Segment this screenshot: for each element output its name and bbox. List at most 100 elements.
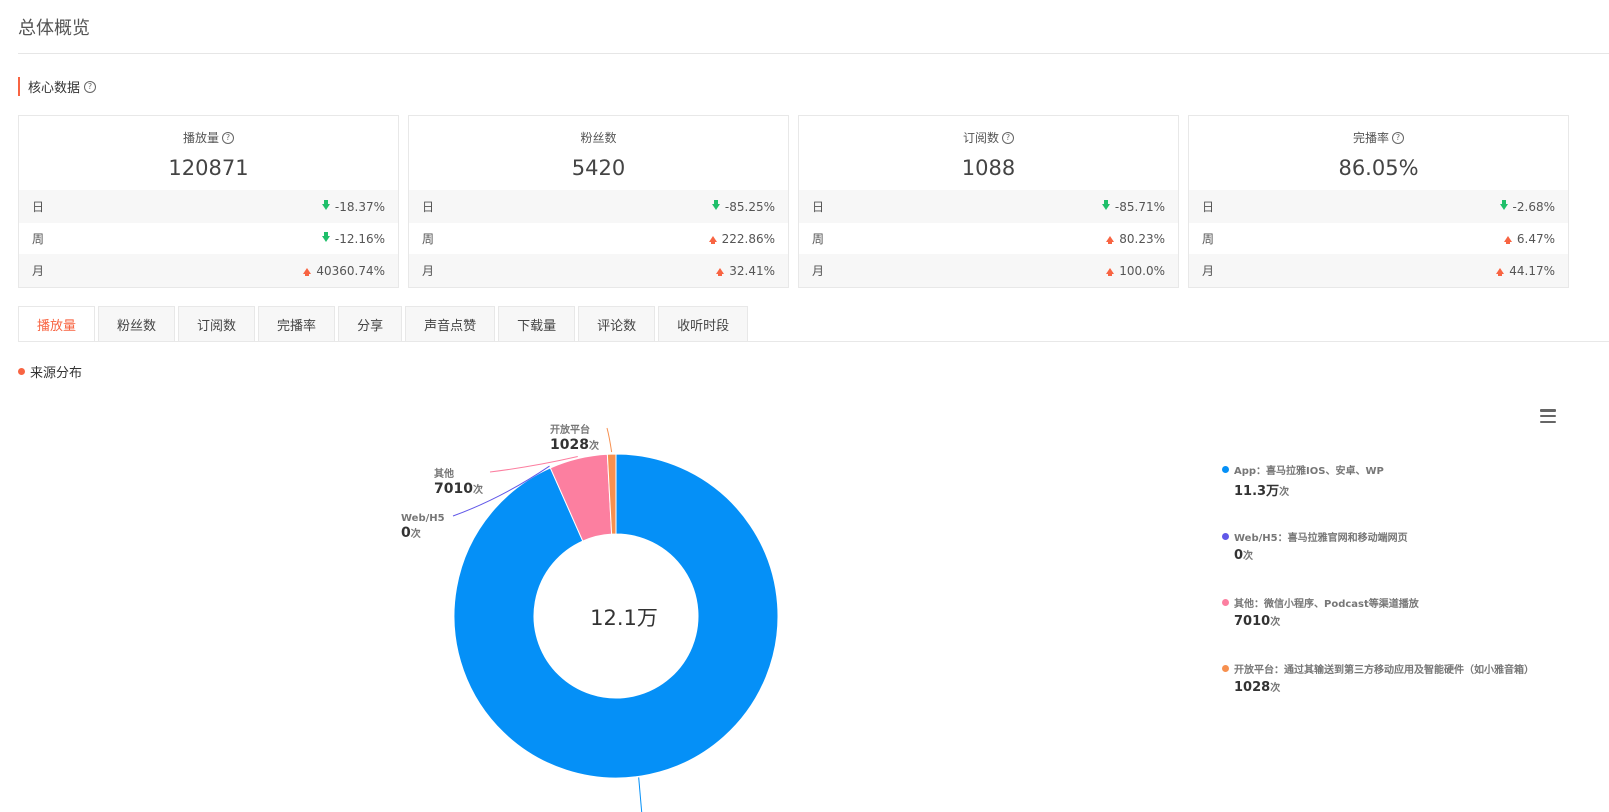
legend-value: 0次: [1234, 547, 1602, 563]
metric-period-row: 日 -85.71%: [799, 190, 1178, 223]
period-change-value: -18.37%: [334, 199, 385, 214]
label-leader-line: [638, 777, 643, 812]
period-change: -85.71%: [1101, 199, 1165, 214]
period-change-value: 6.47%: [1516, 231, 1555, 246]
legend-dot-icon: [1222, 466, 1229, 473]
legend-item[interactable]: 其他：微信小程序、Podcast等渠道播放 7010次: [1222, 595, 1602, 629]
metric-card-title: 粉丝数: [409, 129, 788, 146]
core-data-heading: 核心数据 ?: [18, 77, 97, 96]
period-change: 222.86%: [708, 231, 775, 246]
period-change: -2.68%: [1499, 199, 1555, 214]
metric-card-title-text: 播放量: [182, 131, 219, 145]
period-change: 80.23%: [1106, 232, 1165, 246]
donut-slice[interactable]: [453, 453, 779, 779]
metric-card-value: 5420: [571, 156, 626, 180]
arrow-down-icon: [321, 199, 330, 210]
metric-tab[interactable]: 分享: [338, 306, 403, 342]
period-label: 日: [32, 200, 45, 214]
arrow-down-icon: [321, 231, 330, 242]
metric-card-title-text: 粉丝数: [580, 131, 617, 145]
metric-card-title: 订阅数?: [799, 129, 1178, 146]
legend-value-unit: 次: [1270, 617, 1281, 628]
source-heading: 来源分布: [18, 362, 82, 381]
legend-value-number: 1028: [1234, 680, 1271, 695]
source-title: 来源分布: [30, 366, 83, 381]
period-change-value: 32.41%: [729, 263, 775, 278]
legend-text: 其他：微信小程序、Podcast等渠道播放: [1234, 599, 1419, 610]
donut-slice[interactable]: [606, 453, 617, 535]
question-circle-icon[interactable]: ?: [84, 80, 97, 93]
metric-period-row: 周 222.86%: [409, 222, 788, 255]
legend-label: 其他：微信小程序、Podcast等渠道播放: [1222, 595, 1602, 610]
legend-item[interactable]: 开放平台：通过其输送到第三方移动应用及智能硬件（如小雅音箱） 1028次: [1222, 661, 1602, 695]
hamburger-menu-icon[interactable]: [1540, 409, 1556, 423]
period-change-value: -85.71%: [1114, 199, 1165, 214]
question-circle-icon[interactable]: ?: [1002, 131, 1014, 144]
period-change: -85.25%: [711, 199, 775, 214]
period-change-value: -2.68%: [1512, 199, 1555, 214]
metric-tab[interactable]: 声音点赞: [405, 306, 496, 342]
period-label: 日: [422, 200, 435, 214]
period-change-value: -12.16%: [334, 231, 385, 246]
arrow-up-icon: [1496, 267, 1505, 276]
arrow-up-icon: [716, 267, 725, 276]
legend-value-unit: 次: [1270, 683, 1281, 694]
legend-value-unit: 次: [1243, 551, 1254, 562]
label-leader-line: [489, 456, 578, 473]
metric-tab[interactable]: 完播率: [258, 306, 336, 342]
period-label: 周: [422, 232, 435, 246]
legend-item[interactable]: Web/H5：喜马拉雅官网和移动端网页 0次: [1222, 529, 1602, 563]
metric-period-row: 日 -85.25%: [409, 190, 788, 223]
question-circle-icon[interactable]: ?: [222, 131, 234, 144]
legend-value-number: 11.3万: [1234, 484, 1280, 499]
arrow-down-icon: [711, 199, 720, 210]
tabs-divider: [18, 341, 1609, 342]
metric-card: 粉丝数 5420 日 -85.25% 周 222.86% 月 32.41%: [408, 115, 789, 288]
metric-tab[interactable]: 收听时段: [658, 306, 749, 342]
period-label: 月: [422, 264, 435, 278]
legend-item[interactable]: App：喜马拉雅IOS、安卓、WP 11.3万次: [1222, 462, 1602, 499]
metric-card-title: 播放量?: [19, 129, 398, 146]
core-data-title: 核心数据: [28, 81, 81, 96]
legend-text: 开放平台：通过其输送到第三方移动应用及智能硬件（如小雅音箱）: [1234, 665, 1534, 676]
period-change: 32.41%: [716, 264, 775, 278]
title-divider: [18, 53, 1609, 54]
metric-card-value: 1088: [961, 156, 1016, 180]
metric-tab[interactable]: 粉丝数: [98, 306, 176, 342]
slice-label-name: Web/H5: [401, 513, 445, 524]
legend-dot-icon: [1222, 665, 1229, 672]
legend-value: 7010次: [1234, 613, 1602, 629]
period-change: 100.0%: [1106, 264, 1165, 278]
arrow-up-icon: [1106, 235, 1115, 244]
slice-label-value: 1028次: [550, 437, 599, 453]
slice-label-name: 其他: [434, 467, 454, 480]
period-change-value: 44.17%: [1509, 263, 1555, 278]
metric-period-row: 月 44.17%: [1189, 254, 1568, 287]
legend-value: 11.3万次: [1234, 480, 1602, 499]
metric-tabs: 播放量 粉丝数 订阅数 完播率 分享 声音点赞 下载量 评论数 收听时段: [18, 306, 749, 342]
metric-period-row: 日 -2.68%: [1189, 190, 1568, 223]
period-change-value: 222.86%: [721, 231, 775, 246]
metric-card-title-text: 订阅数: [962, 131, 999, 145]
arrow-down-icon: [1499, 199, 1508, 210]
metric-tab[interactable]: 下载量: [498, 306, 576, 342]
metric-period-row: 月 100.0%: [799, 254, 1178, 287]
legend-dot-icon: [1222, 533, 1229, 540]
metric-tab[interactable]: 订阅数: [178, 306, 256, 342]
question-circle-icon[interactable]: ?: [1392, 131, 1404, 144]
period-change-value: -85.25%: [724, 199, 775, 214]
arrow-down-icon: [1101, 199, 1110, 210]
metric-period-row: 周 6.47%: [1189, 222, 1568, 255]
period-change: 6.47%: [1503, 231, 1555, 246]
legend-value-unit: 次: [1279, 487, 1290, 498]
metric-tab[interactable]: 播放量: [18, 306, 96, 342]
slice-label-value: 0次: [401, 525, 421, 541]
metric-card: 完播率? 86.05% 日 -2.68% 周 6.47% 月 44.17%: [1188, 115, 1569, 288]
metric-tab[interactable]: 评论数: [578, 306, 656, 342]
metric-card-value: 86.05%: [1338, 156, 1419, 180]
slice-label-value: 7010次: [434, 481, 483, 497]
slice-label-name: 开放平台: [550, 423, 590, 436]
period-change: -18.37%: [321, 199, 385, 214]
period-label: 月: [812, 264, 825, 278]
